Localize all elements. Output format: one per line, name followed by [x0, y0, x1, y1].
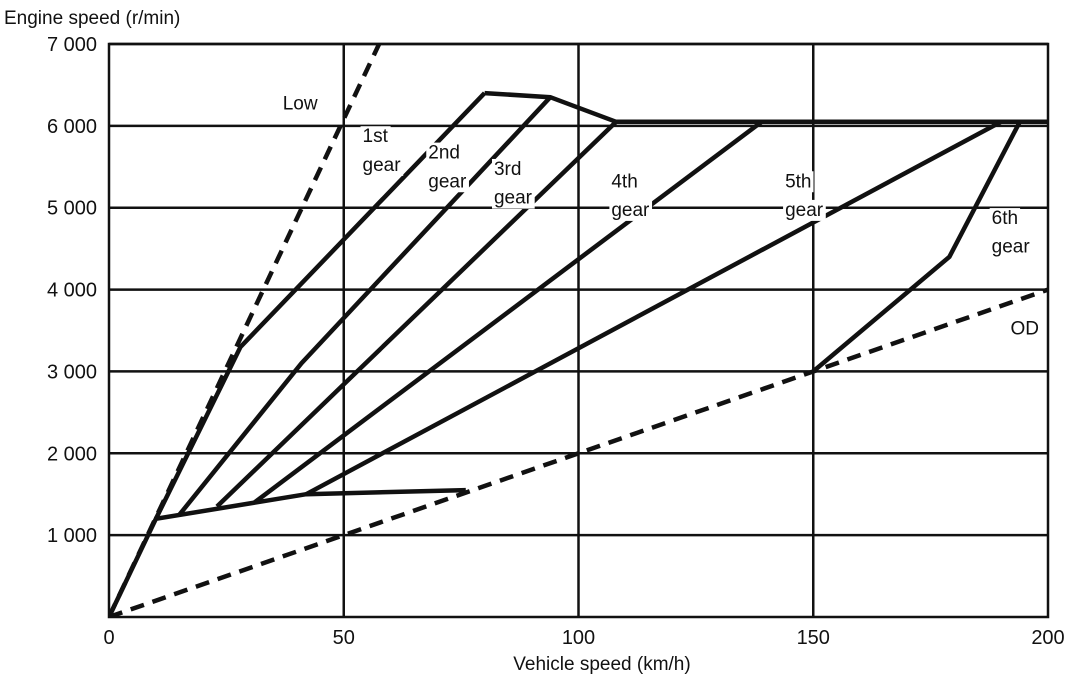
annotation-bg	[609, 171, 640, 193]
annotation-bg	[491, 187, 535, 209]
annotation-bg	[783, 199, 826, 221]
annotation-group: 5th	[783, 171, 814, 193]
x-tick-label: 150	[797, 627, 830, 649]
annotation-label: gear	[785, 200, 824, 221]
annotation-group: 1st	[360, 126, 391, 148]
series-line	[484, 90, 1048, 125]
annotation-bg	[989, 208, 1021, 230]
x-tick-label: 50	[333, 627, 355, 649]
annotation-bg	[609, 199, 653, 221]
annotation-group: 2nd	[426, 142, 462, 164]
series-line	[305, 119, 1003, 497]
plot-frame	[107, 42, 1050, 619]
axis-layer: 1 000 2 000 3 000 4 000 5 000 6 000 7 000 0 50 10…	[47, 34, 1065, 649]
y-tick-label: 3 000	[47, 361, 97, 383]
annotation-label: gear	[611, 200, 650, 221]
annotation-group: gear	[783, 199, 826, 221]
annotation-bg	[426, 171, 469, 193]
x-axis-label: Vehicle speed (km/h)	[513, 654, 690, 675]
annotation-group: gear	[491, 187, 535, 209]
annotation-label: gear	[428, 171, 467, 192]
annotation-bg	[426, 142, 462, 164]
annotation-group: gear	[360, 154, 404, 176]
series-line	[253, 120, 763, 505]
annotation-label: gear	[363, 155, 402, 176]
annotation-bg	[989, 236, 1033, 258]
annotation-group: gear	[609, 199, 653, 221]
series-line	[109, 287, 1048, 617]
y-tick-label: 7 000	[47, 34, 97, 56]
series-line	[109, 487, 466, 617]
annotation-group: gear	[989, 236, 1033, 258]
annotation-bg	[280, 93, 320, 115]
annotation-bg	[360, 126, 391, 148]
y-axis-label: Engine speed (r/min)	[4, 8, 180, 29]
annotation-label: 5th	[785, 171, 811, 192]
annotation-label: 6th	[992, 208, 1018, 229]
annotation-bg	[360, 154, 404, 176]
annotation-label: 4th	[611, 171, 637, 192]
annotation-label: 3rd	[494, 159, 521, 180]
annotation-label: 1st	[363, 126, 389, 147]
annotation-label: Low	[283, 93, 318, 114]
annotation-group: 6th	[989, 208, 1021, 230]
series-line	[215, 120, 618, 509]
annotation-group: 4th	[609, 171, 640, 193]
y-tick-label: 2 000	[47, 443, 97, 465]
y-tick-label: 1 000	[47, 525, 97, 547]
y-tick-label: 4 000	[47, 280, 97, 302]
annotation-group: gear	[426, 171, 469, 193]
series-line	[153, 91, 487, 520]
annotation-bg	[783, 171, 814, 193]
annotation-label: gear	[494, 188, 533, 209]
y-tick-label: 6 000	[47, 116, 97, 138]
x-tick-label: 200	[1031, 627, 1064, 649]
annotation-group: Low	[280, 93, 320, 115]
annotation-layer: Low 1st gear 2nd gear 3rd gear 4th gear 5th gear 6t…	[280, 93, 1041, 340]
x-tick-label: 100	[562, 627, 595, 649]
x-tick-label: 0	[103, 627, 114, 649]
annotation-group: OD	[1008, 318, 1041, 340]
annotation-label: OD	[1010, 319, 1038, 340]
series-line	[811, 120, 1022, 374]
annotation-group: 3rd	[491, 158, 524, 180]
annotation-label: 2nd	[428, 143, 460, 164]
y-tick-label: 5 000	[47, 198, 97, 220]
series-line	[109, 44, 382, 617]
annotation-bg	[491, 158, 524, 180]
annotation-bg	[1008, 318, 1041, 340]
annotation-label: gear	[992, 237, 1031, 258]
